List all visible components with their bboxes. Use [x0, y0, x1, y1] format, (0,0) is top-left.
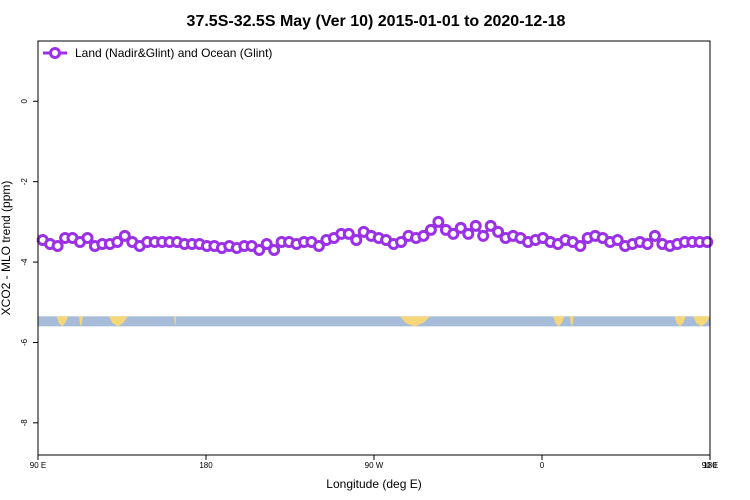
x-tick-label: 180: [703, 461, 717, 470]
data-point: [701, 236, 714, 248]
y-tick-label: 0: [20, 99, 29, 104]
map-land: [553, 316, 565, 327]
data-point: [492, 225, 505, 238]
series-layer: [36, 215, 714, 256]
data-point: [253, 244, 266, 256]
map-land: [570, 316, 574, 327]
data-point: [51, 240, 64, 252]
x-axis-label: Longitude (deg E): [326, 477, 421, 491]
legend-label: Land (Nadir&Glint) and Ocean (Glint): [75, 46, 272, 60]
data-point: [350, 234, 363, 246]
data-point: [454, 221, 467, 234]
data-point: [118, 229, 131, 242]
data-point: [260, 238, 273, 250]
y-tick-label: -4: [20, 258, 29, 266]
map-land: [693, 316, 710, 327]
y-tick-label: -8: [20, 419, 29, 427]
map-land: [79, 316, 83, 327]
data-point: [268, 244, 281, 256]
y-tick-label: -2: [20, 178, 29, 186]
data-point: [462, 227, 475, 240]
data-point: [469, 219, 482, 232]
data-point: [395, 236, 408, 248]
data-point: [641, 238, 654, 250]
y-axis-label: XCO2 - MLO trend (ppm): [0, 181, 13, 316]
x-tick-label: 0: [540, 461, 545, 470]
data-point: [417, 229, 430, 242]
x-tick-label: 180: [199, 461, 213, 470]
data-point: [477, 229, 490, 242]
data-point: [447, 227, 460, 240]
data-point: [424, 223, 437, 236]
map-strip: [38, 316, 710, 327]
data-point: [81, 232, 94, 244]
x-tick-label: 90 E: [30, 461, 46, 470]
map-ocean: [38, 316, 710, 327]
data-point: [312, 240, 325, 252]
map-land: [674, 316, 686, 327]
legend-marker: [49, 47, 61, 59]
map-land: [174, 316, 177, 327]
y-axis: 0 -2 -4 -6 -8: [20, 99, 38, 427]
y-tick-label: -6: [20, 338, 29, 346]
map-land: [56, 316, 68, 327]
map-land: [400, 316, 430, 327]
data-point: [111, 236, 124, 248]
legend: Land (Nadir&Glint) and Ocean (Glint): [43, 46, 272, 60]
chart-title: 37.5S-32.5S May (Ver 10) 2015-01-01 to 2…: [187, 13, 566, 30]
data-point: [648, 229, 661, 242]
x-tick-label: 90 W: [365, 461, 384, 470]
map-land: [108, 316, 128, 327]
data-point: [432, 215, 445, 228]
data-point: [484, 219, 497, 232]
data-point: [611, 234, 624, 246]
data-point: [574, 240, 587, 252]
data-point: [342, 227, 355, 240]
x-tick-label: 90 E: [702, 461, 718, 470]
